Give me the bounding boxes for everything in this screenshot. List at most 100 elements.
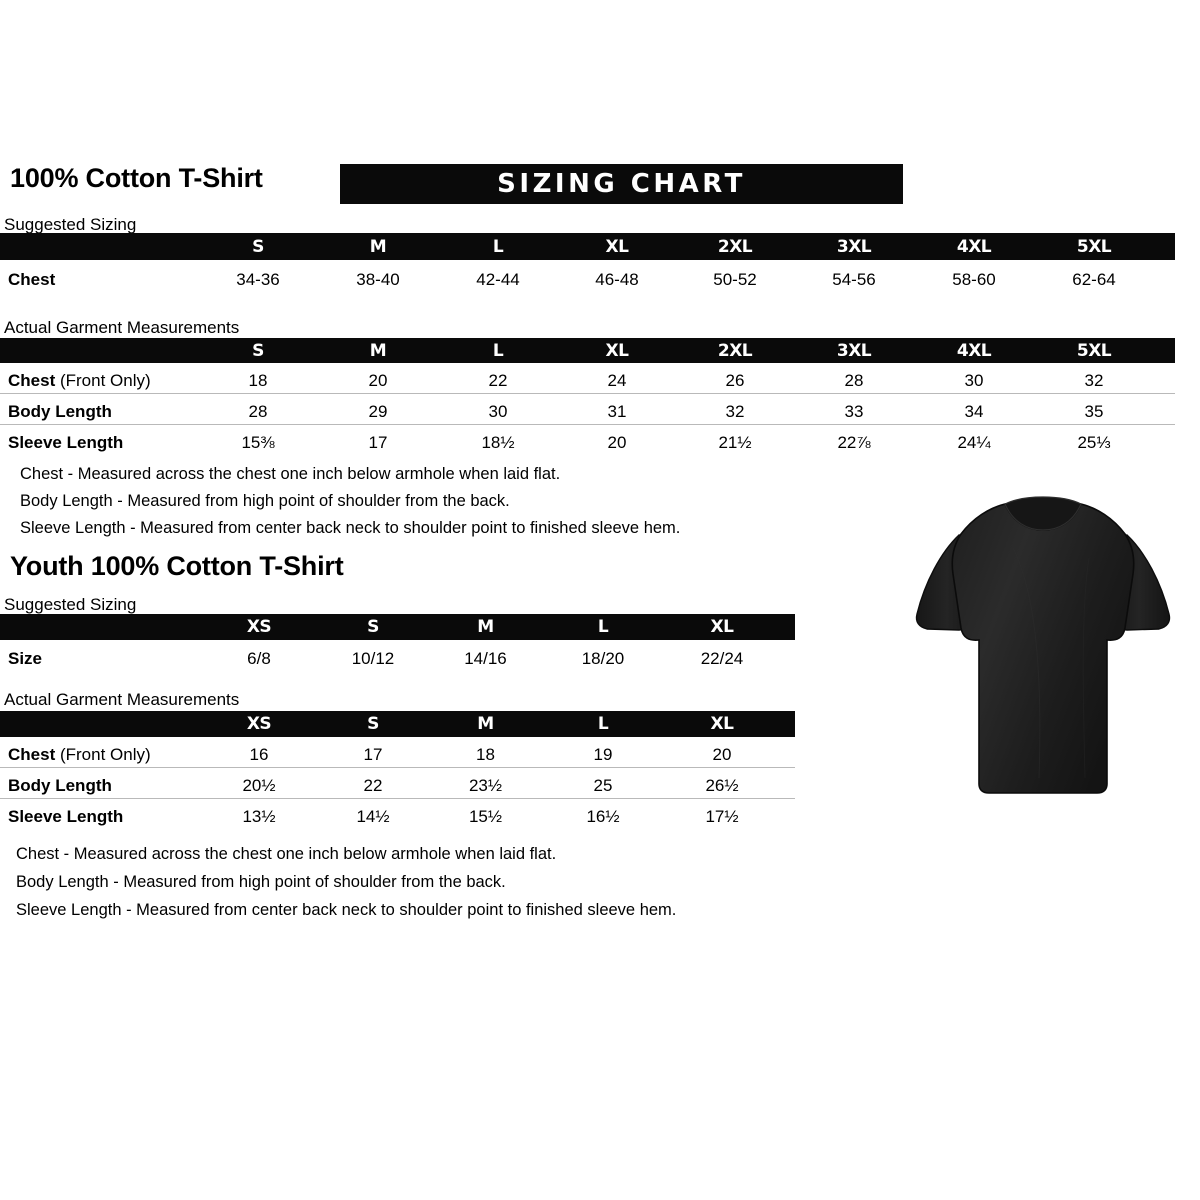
youth-note-body-length: Body Length - Measured from high point o… — [16, 873, 506, 891]
table-cell: 28 — [844, 371, 864, 390]
table-cell: 24¼ — [957, 433, 991, 452]
table-cell: 10/12 — [351, 649, 395, 668]
table-cell: 22 — [488, 371, 508, 390]
row-label-text: Body Length — [8, 402, 112, 421]
table-cell: 34-36 — [236, 270, 280, 289]
table-cell: 14½ — [356, 807, 390, 826]
column-header: 3XL — [836, 236, 872, 257]
table-cell: 21½ — [718, 433, 752, 452]
table-cell: 20 — [368, 371, 388, 390]
tshirt-fabric-fold — [1012, 547, 1041, 779]
table-cell: 17½ — [705, 807, 739, 826]
table-cell: 15⅜ — [241, 433, 275, 452]
table-cell: 25 — [593, 776, 613, 795]
adult-suggested-caption: Suggested Sizing — [4, 215, 137, 234]
column-header: M — [477, 617, 494, 637]
youth-suggested-table: XS S M L XL Size 6/8 10/12 14/16 18/20 2… — [0, 614, 795, 670]
row-separator — [0, 798, 795, 799]
row-label-text: Chest — [8, 371, 60, 390]
table-cell: 34 — [964, 402, 984, 421]
adult-actual-table: S M L XL 2XL 3XL 4XL 5XL Chest (Front On… — [0, 338, 1175, 453]
table-cell: 25⅓ — [1077, 433, 1111, 452]
row-label-text: Sleeve Length — [8, 433, 124, 452]
row-separator — [0, 393, 1175, 394]
row-label-note: (Front Only) — [59, 745, 151, 764]
youth-section-title: Youth 100% Cotton T-Shirt — [10, 551, 344, 581]
table-cell: 26½ — [705, 776, 739, 795]
table-cell: 26 — [725, 371, 745, 390]
table-cell: 46-48 — [595, 270, 639, 289]
row-label: Size — [8, 650, 42, 667]
table-cell: 32 — [725, 402, 745, 421]
tshirt-body — [951, 503, 1135, 794]
column-header: 3XL — [836, 340, 872, 361]
column-header: XS — [246, 714, 272, 734]
column-header: XS — [246, 617, 272, 637]
adult-actual-header-bar: S M L XL 2XL 3XL 4XL 5XL — [0, 338, 1175, 363]
table-row: Chest (Front Only) 18 20 22 24 26 28 30 … — [0, 363, 1175, 393]
row-label-text: Body Length — [8, 776, 112, 795]
column-header: S — [252, 340, 264, 361]
table-row: Chest 34-36 38-40 42-44 46-48 50-52 54-5… — [0, 260, 1175, 290]
table-cell: 14/16 — [464, 649, 507, 668]
row-label-text: Sleeve Length — [8, 807, 124, 826]
row-label-note: (Front Only) — [59, 371, 151, 390]
table-cell: 17 — [363, 745, 383, 764]
column-header: L — [597, 617, 609, 637]
table-cell: 62-64 — [1072, 270, 1116, 289]
youth-actual-caption: Actual Garment Measurements — [4, 690, 240, 709]
table-row: Sleeve Length 15⅜ 17 18½ 20 21½ 22⅞ 24¼ … — [0, 425, 1175, 455]
sizing-chart-banner: SIZING CHART — [340, 164, 903, 204]
row-label: Sleeve Length — [8, 434, 123, 451]
column-header: XL — [710, 617, 734, 637]
table-cell: 28 — [248, 402, 268, 421]
product-image-tshirt — [893, 478, 1193, 808]
table-cell: 32 — [1084, 371, 1104, 390]
table-cell: 38-40 — [356, 270, 400, 289]
youth-note-sleeve-length: Sleeve Length - Measured from center bac… — [16, 901, 677, 919]
column-header: L — [597, 714, 609, 734]
row-label-text: Size — [8, 649, 43, 668]
table-cell: 31 — [607, 402, 627, 421]
youth-suggested-header-bar: XS S M L XL — [0, 614, 795, 640]
row-label: Sleeve Length — [8, 808, 123, 825]
adult-suggested-header-bar: S M L XL 2XL 3XL 4XL 5XL — [0, 233, 1175, 260]
adult-suggested-table: S M L XL 2XL 3XL 4XL 5XL Chest 34-36 38-… — [0, 233, 1175, 290]
column-header: 5XL — [1076, 340, 1112, 361]
table-cell: 35 — [1084, 402, 1104, 421]
row-label: Body Length — [8, 777, 112, 794]
column-header: S — [367, 714, 379, 734]
row-separator — [0, 424, 1175, 425]
table-cell: 42-44 — [476, 270, 520, 289]
table-cell: 18½ — [481, 433, 515, 452]
column-header: L — [492, 340, 504, 361]
row-label: Chest (Front Only) — [8, 746, 151, 763]
table-cell: 18/20 — [581, 649, 625, 668]
table-row: Sleeve Length 13½ 14½ 15½ 16½ 17½ — [0, 799, 795, 829]
table-cell: 18 — [248, 371, 268, 390]
adult-section-title: 100% Cotton T-Shirt — [10, 163, 263, 193]
adult-actual-caption: Actual Garment Measurements — [4, 318, 240, 337]
table-cell: 16 — [249, 745, 269, 764]
column-header: 5XL — [1076, 236, 1112, 257]
column-header: M — [369, 340, 387, 361]
table-cell: 50-52 — [713, 270, 757, 289]
column-header: XL — [605, 340, 629, 361]
table-cell: 16½ — [586, 807, 620, 826]
table-row: Body Length 20½ 22 23½ 25 26½ — [0, 768, 795, 798]
table-row: Body Length 28 29 30 31 32 33 34 35 — [0, 394, 1175, 424]
table-cell: 58-60 — [952, 270, 996, 289]
youth-actual-table: XS S M L XL Chest (Front Only) 16 17 18 … — [0, 711, 795, 827]
tshirt-icon — [915, 496, 1171, 794]
row-label: Body Length — [8, 403, 112, 420]
column-header: S — [252, 236, 264, 257]
column-header: M — [477, 714, 494, 734]
table-cell: 20½ — [242, 776, 276, 795]
table-cell: 23½ — [468, 776, 503, 795]
table-row: Chest (Front Only) 16 17 18 19 20 — [0, 737, 795, 767]
table-cell: 19 — [593, 745, 613, 764]
adult-note-body-length: Body Length - Measured from high point o… — [20, 492, 510, 510]
column-header: S — [367, 617, 379, 637]
row-label: Chest — [8, 271, 55, 288]
